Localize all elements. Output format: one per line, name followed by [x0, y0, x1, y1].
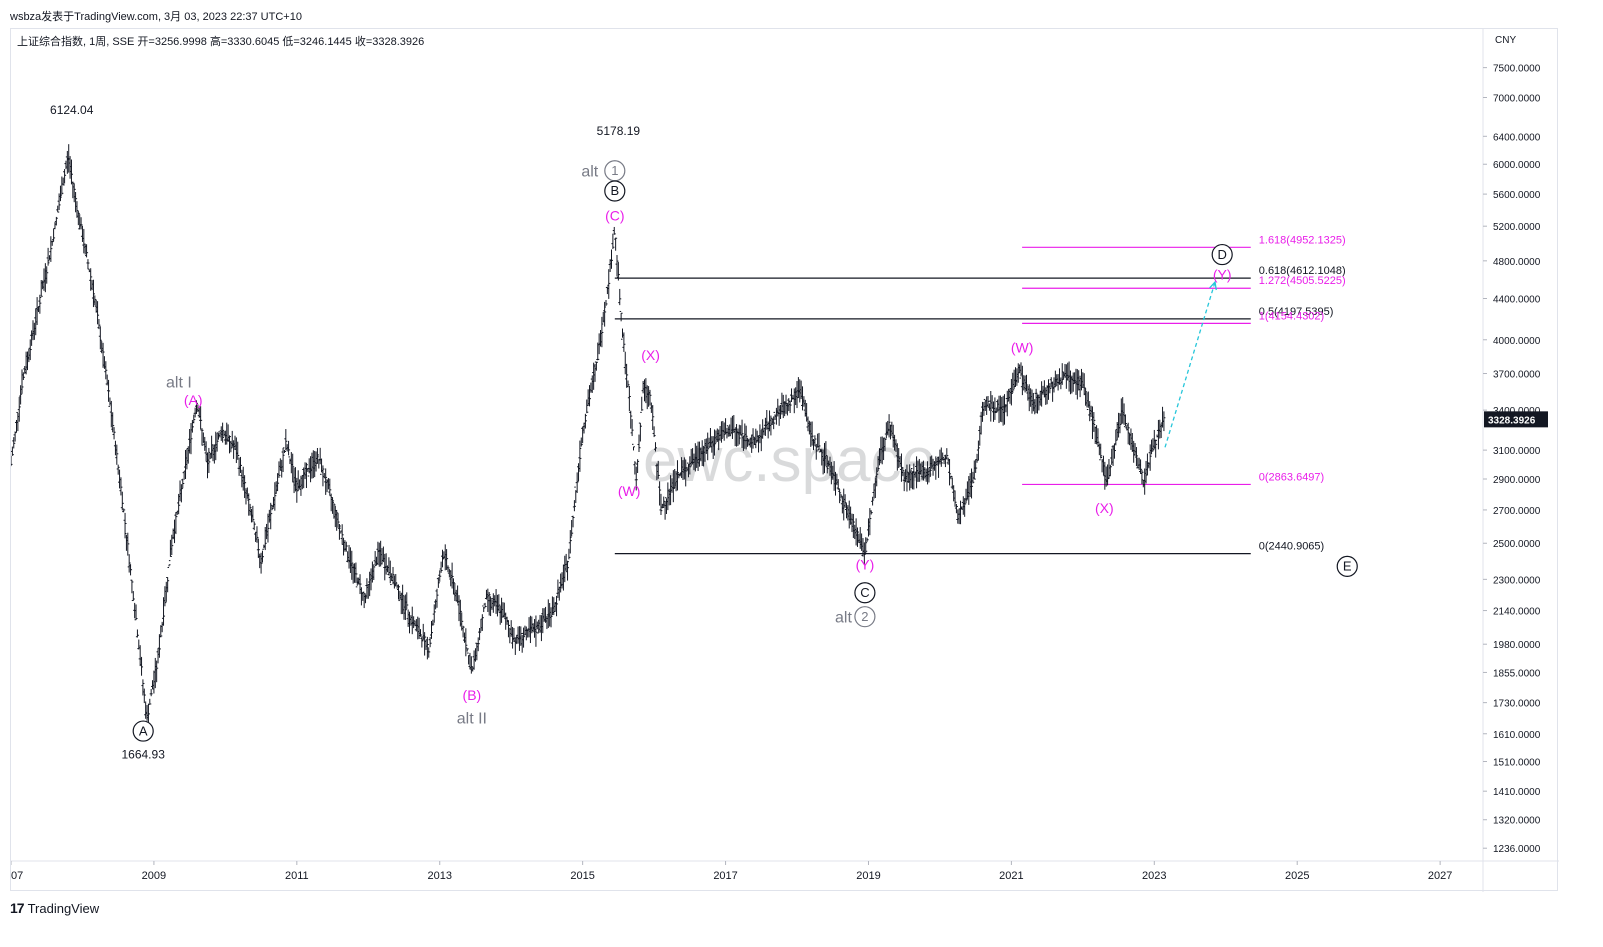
- projection-arrow: [1164, 281, 1216, 448]
- fib-levels-group: 1.618(4952.1325) 0.618(4612.1048)1.272(45…: [614, 234, 1346, 555]
- x-tick-label: 2011: [285, 870, 309, 882]
- wave-label: (Y): [856, 556, 875, 572]
- symbol-legend: 上证综合指数, 1周, SSE 开=3256.9998 高=3330.6045 …: [17, 34, 424, 48]
- wave-circle-label: 1: [611, 163, 618, 178]
- level-label: 1(4154.4302): [1259, 310, 1324, 322]
- wave-circle-label: 2: [861, 609, 868, 624]
- y-tick-label: 1236.0000: [1493, 844, 1541, 855]
- x-tick-label: 2013: [427, 870, 451, 882]
- x-tick-label: 2025: [1285, 870, 1309, 882]
- wave-circle-label: C: [860, 585, 869, 600]
- x-tick-label: 2007: [11, 870, 23, 882]
- chart-panel[interactable]: 上证综合指数, 1周, SSE 开=3256.9998 高=3330.6045 …: [10, 28, 1559, 892]
- y-tick-label: 5600.0000: [1493, 190, 1541, 201]
- y-tick-label: 1320.0000: [1493, 816, 1541, 827]
- currency-label: CNY: [1495, 35, 1516, 46]
- wave-label: (A): [184, 392, 203, 408]
- x-tick-label: 2023: [1142, 870, 1166, 882]
- wave-label: (X): [641, 347, 660, 363]
- y-tick-label: 1610.0000: [1493, 730, 1541, 741]
- y-tick-label: 7500.0000: [1493, 64, 1541, 75]
- wave-label: 6124.04: [50, 103, 94, 117]
- tradingview-brand: TradingView: [27, 900, 100, 916]
- wave-circle-label: E: [1343, 559, 1352, 574]
- wave-circle: [1211, 243, 1233, 266]
- y-tick-label: 2700.0000: [1493, 506, 1541, 517]
- wave-circle: [854, 582, 876, 604]
- y-tick-label: 2500.0000: [1493, 539, 1541, 550]
- wave-label: (W): [1011, 339, 1034, 355]
- x-tick-label: 2027: [1428, 870, 1452, 882]
- wave-label: (C): [605, 207, 624, 223]
- x-tick-label: 2017: [713, 870, 737, 882]
- wave-circle: [604, 180, 626, 202]
- level-label: 0.5(4197.5395): [1259, 306, 1334, 318]
- tradingview-logo[interactable]: 17 TradingView: [10, 900, 99, 916]
- price-chart[interactable]: 上证综合指数, 1周, SSE 开=3256.9998 高=3330.6045 …: [11, 29, 1559, 892]
- y-tick-label: 5200.0000: [1493, 222, 1541, 233]
- y-tick-label: 1510.0000: [1493, 758, 1541, 769]
- wave-label: alt II: [457, 711, 487, 728]
- wave-circle-label: D: [1217, 247, 1226, 262]
- y-tick-label: 1855.0000: [1493, 668, 1541, 679]
- wave-label: alt I: [166, 374, 192, 391]
- x-tick-label: 2015: [570, 870, 594, 882]
- x-tick-label: 2009: [142, 870, 166, 882]
- wave-label: (Y): [1213, 266, 1232, 282]
- level-label: 1.618(4952.1325): [1259, 234, 1346, 246]
- wave-label: (W): [618, 483, 641, 499]
- tradingview-mark-icon: 17: [10, 900, 25, 916]
- wave-circle: [1336, 555, 1358, 577]
- wave-circle: [854, 606, 876, 628]
- y-tick-label: 4800.0000: [1493, 257, 1541, 268]
- price-bars-group: [11, 144, 1166, 726]
- y-tick-label: 6000.0000: [1493, 160, 1541, 171]
- wave-label: (B): [463, 687, 482, 703]
- wave-label: alt: [581, 163, 598, 180]
- y-tick-label: 4000.0000: [1493, 336, 1541, 347]
- y-tick-label: 2300.0000: [1493, 575, 1541, 586]
- wave-circle: [132, 720, 154, 742]
- publish-info: wsbza发表于TradingView.com, 3月 03, 2023 22:…: [10, 11, 302, 23]
- y-tick-label: 7000.0000: [1493, 93, 1541, 104]
- wave-circle-label: A: [139, 723, 148, 738]
- axes-group: 7500.0000 7000.0000 6400.0000 6000.0000 5600…: [11, 29, 1559, 892]
- level-label: 0.618(4612.1048): [1259, 265, 1346, 277]
- y-tick-label: 1730.0000: [1493, 699, 1541, 710]
- y-tick-label: 2900.0000: [1493, 475, 1541, 486]
- x-tick-label: 2021: [999, 870, 1023, 882]
- y-tick-label: 2140.0000: [1493, 607, 1541, 618]
- watermark: ewc.space: [643, 426, 936, 495]
- level-label: 0(2440.9065): [1259, 541, 1324, 553]
- y-tick-label: 3700.0000: [1493, 370, 1541, 381]
- wave-label: (X): [1095, 500, 1114, 516]
- level-label: 1.272(4505.5225): [1259, 275, 1346, 287]
- wave-label: 1664.93: [121, 748, 165, 762]
- y-tick-label: 6400.0000: [1493, 132, 1541, 143]
- projection-arrow-head: [1209, 280, 1217, 291]
- y-tick-label: 4400.0000: [1493, 295, 1541, 306]
- x-tick-label: 2019: [856, 870, 880, 882]
- level-label: 0(2863.6497): [1259, 471, 1324, 483]
- last-price-tag: [1484, 411, 1548, 428]
- wave-circle-label: B: [610, 183, 619, 198]
- last-price-label: 3328.3926: [1488, 415, 1536, 426]
- y-tick-label: 3100.0000: [1493, 446, 1541, 457]
- wave-label: 5178.19: [597, 124, 641, 138]
- y-tick-label: 1980.0000: [1493, 640, 1541, 651]
- y-tick-label: 1410.0000: [1493, 787, 1541, 798]
- wave-label: alt: [835, 609, 852, 626]
